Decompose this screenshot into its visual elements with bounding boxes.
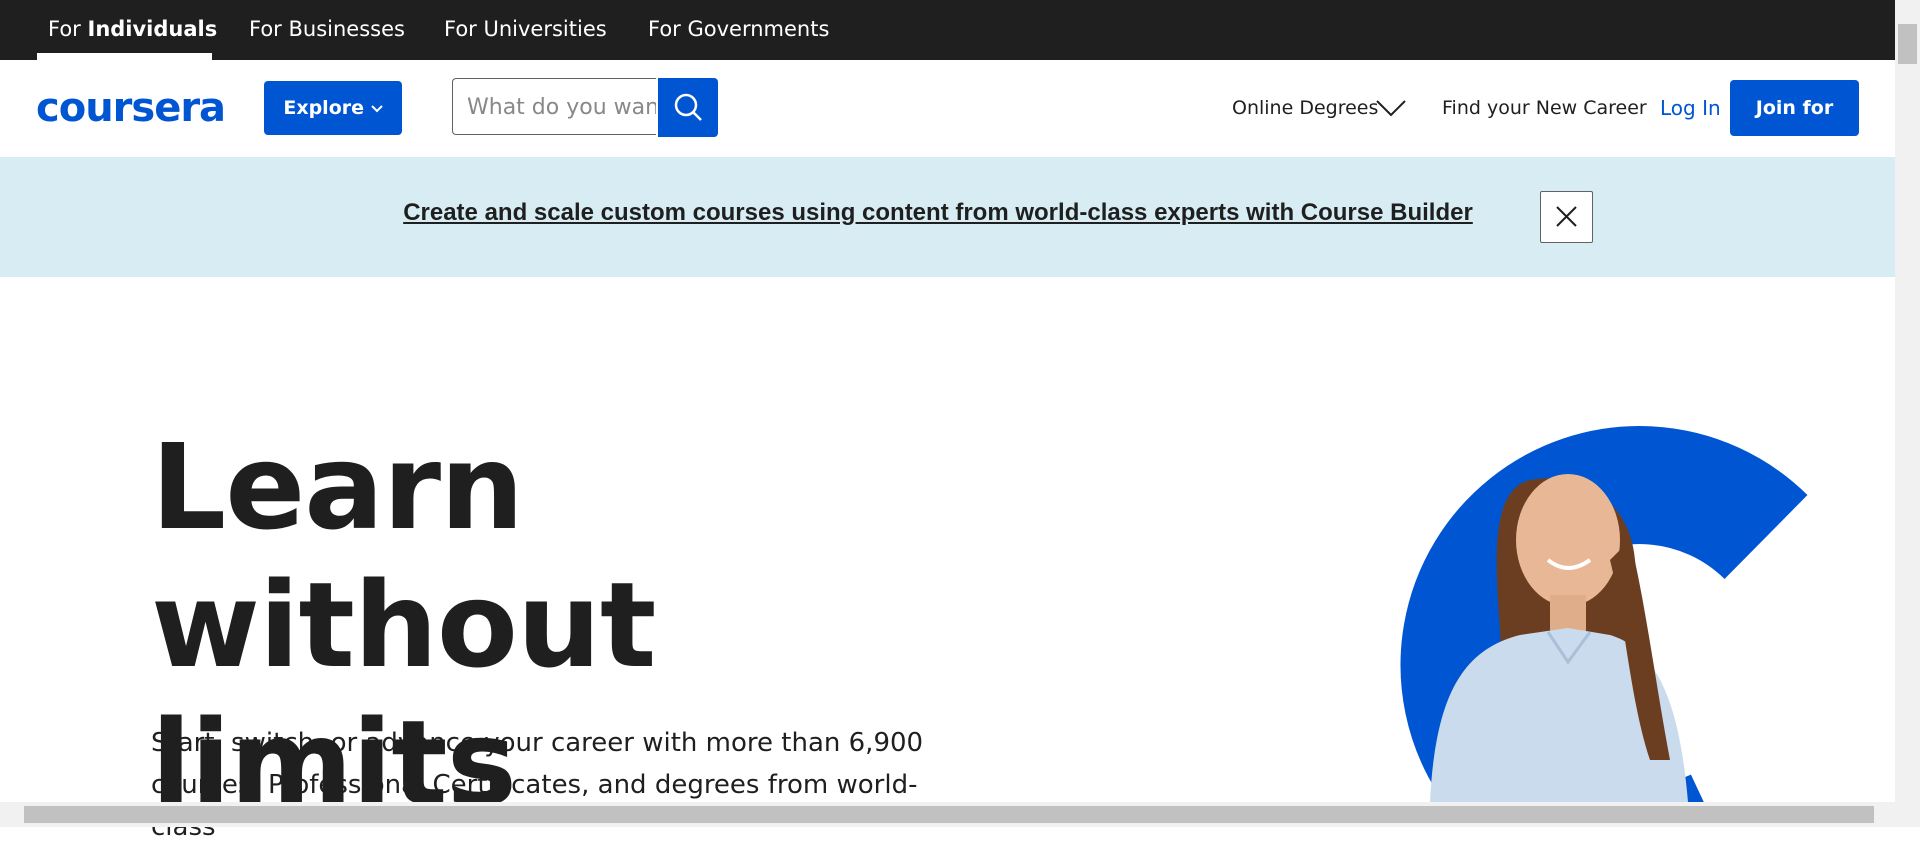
tab-bold: Individuals xyxy=(87,17,218,41)
tab[interactable]: For Universities xyxy=(444,17,607,41)
close-button[interactable] xyxy=(1540,191,1593,243)
tab[interactable]: For Businesses xyxy=(249,17,405,41)
scroll-thumb[interactable] xyxy=(24,806,1874,823)
login-link[interactable]: Log In xyxy=(1660,96,1721,120)
explore-button[interactable]: Explore xyxy=(264,81,402,135)
search-icon xyxy=(674,93,702,121)
nav-link[interactable]: Online Degrees xyxy=(1232,97,1379,119)
hero-subtitle: Start, switch, or advance your career wi… xyxy=(151,728,924,842)
logo[interactable]: coursera xyxy=(36,85,226,131)
tab[interactable]: For Governments xyxy=(648,17,830,41)
chevron[interactable] xyxy=(1376,98,1406,118)
search-button[interactable] xyxy=(658,78,718,137)
hero-image xyxy=(1400,426,1808,802)
banner-link[interactable]: Create and scale custom courses using co… xyxy=(403,199,1473,226)
chevron xyxy=(370,104,383,112)
join-button[interactable]: Join for Free xyxy=(1730,80,1859,175)
top-bar xyxy=(0,0,1895,60)
search-input[interactable]: What do you want xyxy=(452,78,656,135)
tab-prefix: For xyxy=(48,17,81,41)
scroll-thumb[interactable] xyxy=(1898,24,1917,64)
tab[interactable]: For Individuals xyxy=(48,0,217,60)
close-icon xyxy=(1556,206,1577,227)
tab-underline xyxy=(37,53,212,60)
explore-label: Explore xyxy=(283,97,365,119)
vertical-scrollbar[interactable] xyxy=(1895,0,1920,802)
horizontal-scrollbar[interactable] xyxy=(0,802,1920,827)
nav-link[interactable]: Find your New Career xyxy=(1442,97,1647,119)
